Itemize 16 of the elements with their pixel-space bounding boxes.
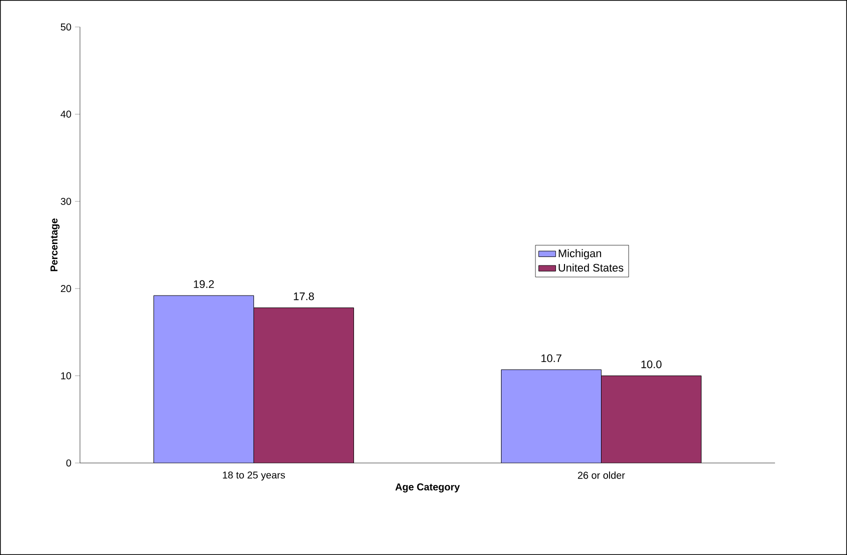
legend-label: United States [558,264,624,272]
y-axis-title: Percentage [50,218,60,272]
data-label: 10.7 [541,354,562,362]
x-tick-label: 26 or older [578,472,625,479]
x-tick-label: 18 to 25 years [222,472,285,481]
data-label: 17.8 [294,292,314,300]
y-tick-label: 10 [61,372,72,380]
data-label: 19.2 [194,280,214,288]
data-label: 10.0 [641,360,662,368]
y-tick-label: 0 [66,459,72,467]
y-tick-label: 30 [60,198,72,205]
y-tick-label: 20 [60,285,72,292]
legend-label: Michigan [558,249,602,260]
x-axis-title: Age Category [395,483,460,492]
y-tick-label: 40 [60,110,72,118]
y-tick-label: 50 [60,23,72,31]
